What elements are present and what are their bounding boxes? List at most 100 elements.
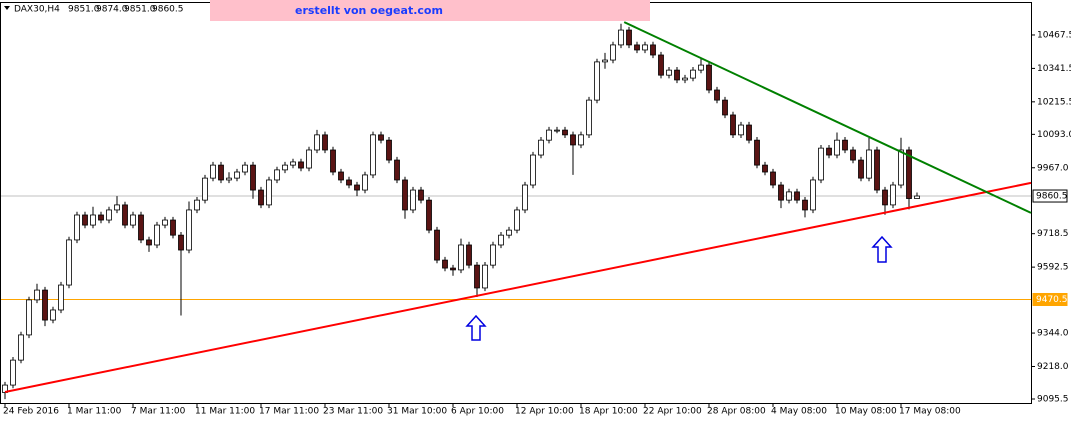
candle-body — [378, 134, 384, 141]
ohlc-close: 9860.5 — [152, 5, 184, 15]
candle-body — [610, 44, 616, 61]
x-tick-label: 1 Mar 11:00 — [67, 407, 122, 417]
candle-body — [818, 147, 824, 181]
candle-body — [130, 214, 136, 226]
candle-body — [474, 264, 480, 289]
candle-body — [114, 204, 120, 211]
candle-body — [546, 129, 552, 141]
candle-body — [522, 184, 528, 211]
candle-body — [514, 209, 520, 231]
candle-body — [898, 149, 904, 186]
candle-body — [346, 179, 352, 186]
arrow — [465, 314, 487, 341]
price-label-box — [1032, 292, 1068, 306]
watermark: erstellt von oegeat.com — [295, 4, 443, 17]
candle-body — [554, 129, 560, 132]
candle-body — [386, 139, 392, 161]
candle-body — [506, 229, 512, 236]
candle-body — [106, 209, 112, 221]
candle-body — [858, 159, 864, 179]
x-tick-label: 11 Mar 11:00 — [195, 407, 255, 417]
candle-body — [138, 214, 144, 241]
candle-body — [530, 154, 536, 186]
candle-body — [698, 64, 704, 71]
candle-body — [34, 289, 40, 301]
candle-body — [762, 164, 768, 173]
candle-body — [714, 89, 720, 101]
candle-body — [82, 214, 88, 226]
candle-body — [690, 69, 696, 79]
candle-body — [394, 159, 400, 181]
candle-body — [298, 161, 304, 169]
x-tick-label: 17 Mar 11:00 — [259, 407, 319, 417]
candle-body — [442, 259, 448, 269]
candle-body — [74, 214, 80, 241]
candle-body — [66, 239, 72, 286]
candle-body — [706, 64, 712, 91]
ohlc-open: 9851.0 — [68, 5, 100, 15]
candle-body — [242, 164, 248, 173]
candle-body — [234, 171, 240, 179]
candle-body — [218, 164, 224, 181]
symbol: DAX30,H4 — [14, 5, 60, 15]
candle-body — [58, 284, 64, 311]
candle-body — [914, 195, 920, 199]
candle-body — [722, 99, 728, 116]
candle-body — [330, 149, 336, 173]
candle-body — [570, 134, 576, 146]
marks — [1, 23, 1031, 400]
plot-frame — [0, 2, 1032, 404]
candle-body — [650, 44, 656, 56]
candle-body — [794, 191, 800, 201]
candle-body — [882, 189, 888, 206]
y-tick-label: 10467.5 — [1037, 30, 1071, 40]
candle-body — [50, 309, 56, 321]
candle-body — [834, 139, 840, 156]
candle-body — [658, 54, 664, 76]
candle-body — [754, 139, 760, 166]
y-tick-label: 10215.5 — [1037, 97, 1071, 107]
candle-body — [458, 244, 464, 271]
candle-body — [778, 184, 784, 201]
trendline — [4, 181, 1032, 393]
candle-body — [362, 174, 368, 191]
candle-body — [626, 29, 632, 46]
candle-body — [842, 139, 848, 151]
candle-body — [602, 59, 608, 63]
candle-body — [290, 161, 296, 166]
candle-body — [154, 224, 160, 246]
y-tick-label: 9344.0 — [1037, 329, 1069, 339]
candle-body — [786, 191, 792, 201]
candle-body — [98, 214, 104, 221]
candle-body — [426, 199, 432, 231]
price-label: 9860.5 — [1036, 192, 1068, 202]
candle-body — [682, 77, 688, 81]
candle-body — [178, 234, 184, 251]
candle-body — [746, 124, 752, 141]
candle-body — [538, 139, 544, 156]
candle-body — [466, 244, 472, 266]
x-tick-label: 17 May 08:00 — [899, 407, 961, 417]
candle-body — [282, 164, 288, 171]
x-tick-label: 6 Apr 10:00 — [451, 407, 504, 417]
candle-body — [410, 189, 416, 211]
candle-body — [434, 229, 440, 261]
candle-body — [370, 134, 376, 176]
candle-body — [26, 299, 32, 336]
y-tick-label: 10341.5 — [1037, 64, 1071, 74]
menu-triangle — [4, 6, 10, 10]
candle-body — [274, 169, 280, 181]
candle-body — [642, 44, 648, 51]
candle-body — [322, 134, 328, 151]
candle-body — [890, 184, 896, 206]
y-tick-label: 10093.0 — [1037, 130, 1071, 140]
candle-body — [90, 214, 96, 226]
x-tick-label: 31 Mar 10:00 — [387, 407, 447, 417]
candle-body — [802, 199, 808, 211]
candle-body — [418, 189, 424, 201]
x-tick-label: 23 Mar 11:00 — [323, 407, 383, 417]
candle-body — [202, 177, 208, 201]
candle-body — [186, 209, 192, 251]
